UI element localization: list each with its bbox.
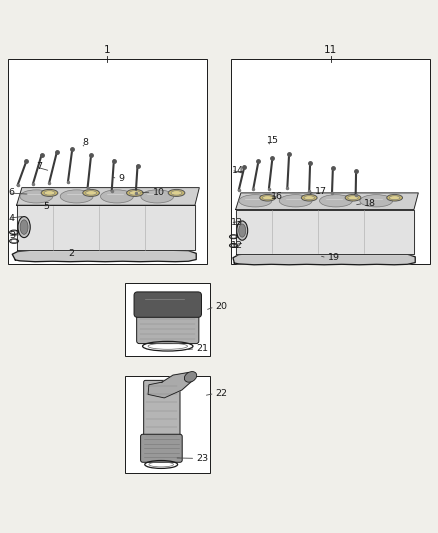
Ellipse shape xyxy=(168,189,185,197)
Ellipse shape xyxy=(237,221,248,240)
Bar xyxy=(231,59,430,264)
Polygon shape xyxy=(17,188,199,205)
Text: 12: 12 xyxy=(231,241,243,250)
Text: 11: 11 xyxy=(324,45,337,55)
Ellipse shape xyxy=(184,372,197,382)
Ellipse shape xyxy=(44,191,55,195)
Ellipse shape xyxy=(18,216,30,238)
Text: 19: 19 xyxy=(328,253,339,262)
Ellipse shape xyxy=(239,195,272,207)
Text: 2: 2 xyxy=(68,249,74,258)
Ellipse shape xyxy=(127,189,143,197)
Ellipse shape xyxy=(348,196,358,200)
Ellipse shape xyxy=(83,189,99,197)
FancyBboxPatch shape xyxy=(137,309,199,344)
Ellipse shape xyxy=(130,191,140,195)
Ellipse shape xyxy=(304,196,314,200)
Text: 3: 3 xyxy=(9,231,15,240)
Text: 5: 5 xyxy=(43,201,49,211)
Text: 22: 22 xyxy=(215,389,227,398)
Ellipse shape xyxy=(279,195,312,207)
Text: 4: 4 xyxy=(9,214,15,223)
Polygon shape xyxy=(17,205,195,251)
Polygon shape xyxy=(233,253,415,265)
Ellipse shape xyxy=(389,196,400,200)
Text: 14: 14 xyxy=(232,166,244,175)
Text: 13: 13 xyxy=(231,218,244,227)
Polygon shape xyxy=(236,209,414,254)
Ellipse shape xyxy=(301,195,317,201)
Polygon shape xyxy=(12,250,196,262)
Ellipse shape xyxy=(387,195,403,201)
Bar xyxy=(125,282,210,356)
Text: 10: 10 xyxy=(152,188,164,197)
FancyBboxPatch shape xyxy=(144,381,180,440)
Ellipse shape xyxy=(41,189,58,197)
Bar xyxy=(125,376,210,473)
Ellipse shape xyxy=(20,190,53,203)
Ellipse shape xyxy=(319,195,352,207)
Text: 1: 1 xyxy=(104,45,111,55)
Text: 23: 23 xyxy=(196,454,208,463)
Ellipse shape xyxy=(262,196,273,200)
Polygon shape xyxy=(236,193,418,209)
Ellipse shape xyxy=(141,190,173,203)
Ellipse shape xyxy=(345,195,361,201)
Text: 9: 9 xyxy=(118,174,124,183)
Polygon shape xyxy=(148,373,193,398)
Text: 8: 8 xyxy=(82,139,88,148)
Ellipse shape xyxy=(360,195,392,207)
FancyBboxPatch shape xyxy=(141,434,182,462)
Text: 6: 6 xyxy=(9,189,15,197)
Text: 18: 18 xyxy=(364,199,376,208)
Text: 20: 20 xyxy=(215,302,227,311)
Ellipse shape xyxy=(20,220,28,235)
Text: 15: 15 xyxy=(267,136,279,145)
Bar xyxy=(8,59,207,264)
Text: 7: 7 xyxy=(36,162,42,171)
Ellipse shape xyxy=(86,191,96,195)
Text: 16: 16 xyxy=(271,192,283,201)
Text: 17: 17 xyxy=(315,187,327,196)
Ellipse shape xyxy=(239,224,246,237)
FancyBboxPatch shape xyxy=(134,292,201,317)
Ellipse shape xyxy=(101,190,133,203)
Ellipse shape xyxy=(171,191,182,195)
Ellipse shape xyxy=(260,195,276,201)
Ellipse shape xyxy=(60,190,93,203)
Text: 21: 21 xyxy=(196,344,208,353)
